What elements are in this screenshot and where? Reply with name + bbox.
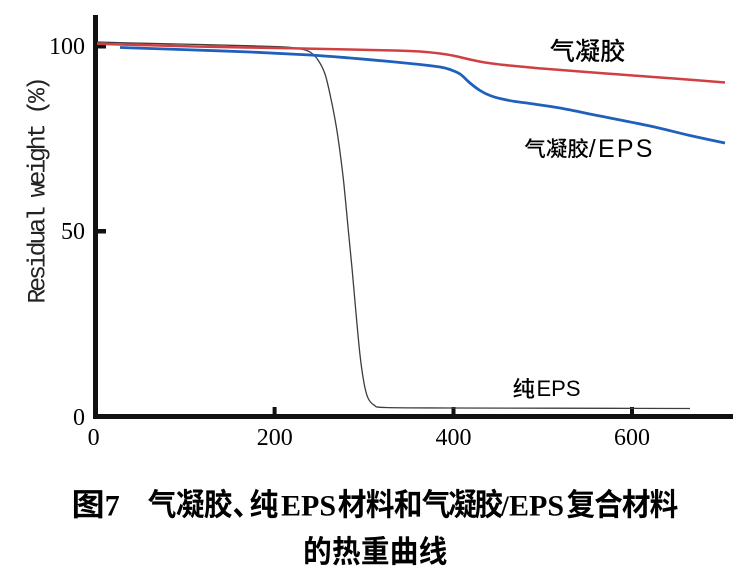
svg-text:200: 200 [257, 425, 293, 451]
svg-text:Residual weight (%): Residual weight (%) [24, 79, 53, 303]
svg-text:0: 0 [73, 405, 85, 431]
svg-text:EPS: EPS [537, 376, 581, 401]
svg-text:50: 50 [61, 219, 85, 245]
svg-text:EPS: EPS [509, 490, 564, 523]
svg-text:0: 0 [88, 425, 100, 451]
svg-text:100: 100 [49, 34, 85, 60]
svg-text:EPS: EPS [281, 490, 336, 523]
svg-text:7: 7 [105, 490, 120, 523]
svg-text:400: 400 [436, 425, 472, 451]
svg-text:600: 600 [614, 425, 650, 451]
svg-text:/: / [500, 492, 510, 523]
svg-text:/EPS: /EPS [589, 135, 655, 163]
